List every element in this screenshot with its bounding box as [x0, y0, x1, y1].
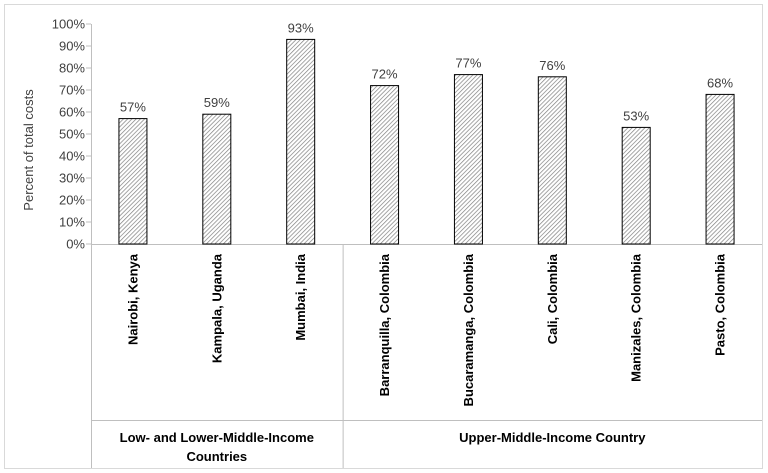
labels: Low- and Lower-Middle-Income Countries Upp…	[120, 20, 734, 464]
category-label: Kampala, Uganda	[209, 253, 224, 363]
category-label: Barranquilla, Colombia	[377, 253, 392, 396]
bar	[537, 76, 567, 245]
category-label: Nairobi, Kenya	[125, 253, 140, 345]
y-tick-label: 60%	[59, 105, 85, 120]
category-label: Manizales, Colombia	[629, 253, 644, 382]
bars	[118, 38, 735, 245]
y-tick-label: 70%	[59, 83, 85, 98]
y-tick-label: 20%	[59, 193, 85, 208]
bar	[621, 126, 651, 245]
bar	[118, 118, 148, 245]
y-tick-label: 90%	[59, 39, 85, 54]
bar	[453, 74, 483, 245]
data-label: 68%	[707, 75, 733, 90]
y-axis-label: Percent of total costs	[21, 89, 36, 211]
group-label: Upper-Middle-Income Country	[459, 430, 646, 445]
bar	[286, 38, 316, 245]
bar	[705, 93, 735, 245]
y-tick-label: 0%	[66, 237, 85, 252]
category-label: Cali, Colombia	[545, 253, 560, 344]
data-label: 59%	[204, 95, 230, 110]
bar	[202, 113, 232, 245]
y-tick-label: 40%	[59, 149, 85, 164]
category-label: Mumbai, India	[293, 253, 308, 340]
category-label: Pasto, Colombia	[713, 253, 728, 356]
data-label: 72%	[372, 67, 398, 82]
category-label: Bucaramanga, Colombia	[461, 253, 476, 406]
bar	[370, 85, 400, 245]
data-label: 57%	[120, 100, 146, 115]
y-tick-label: 100%	[52, 17, 86, 32]
group-label: Low- and Lower-Middle-Income Countries	[120, 430, 314, 464]
axes: 0% 10% 20% 30% 40% 50% 60% 70% 80% 90% 100%	[52, 17, 762, 468]
data-label: 93%	[288, 20, 314, 35]
data-label: 77%	[455, 56, 481, 71]
y-tick-label: 80%	[59, 61, 85, 76]
y-tick-label: 50%	[59, 127, 85, 142]
data-label: 53%	[623, 108, 649, 123]
y-tick-label: 30%	[59, 171, 85, 186]
y-tick-label: 10%	[59, 215, 85, 230]
data-label: 76%	[539, 58, 565, 73]
